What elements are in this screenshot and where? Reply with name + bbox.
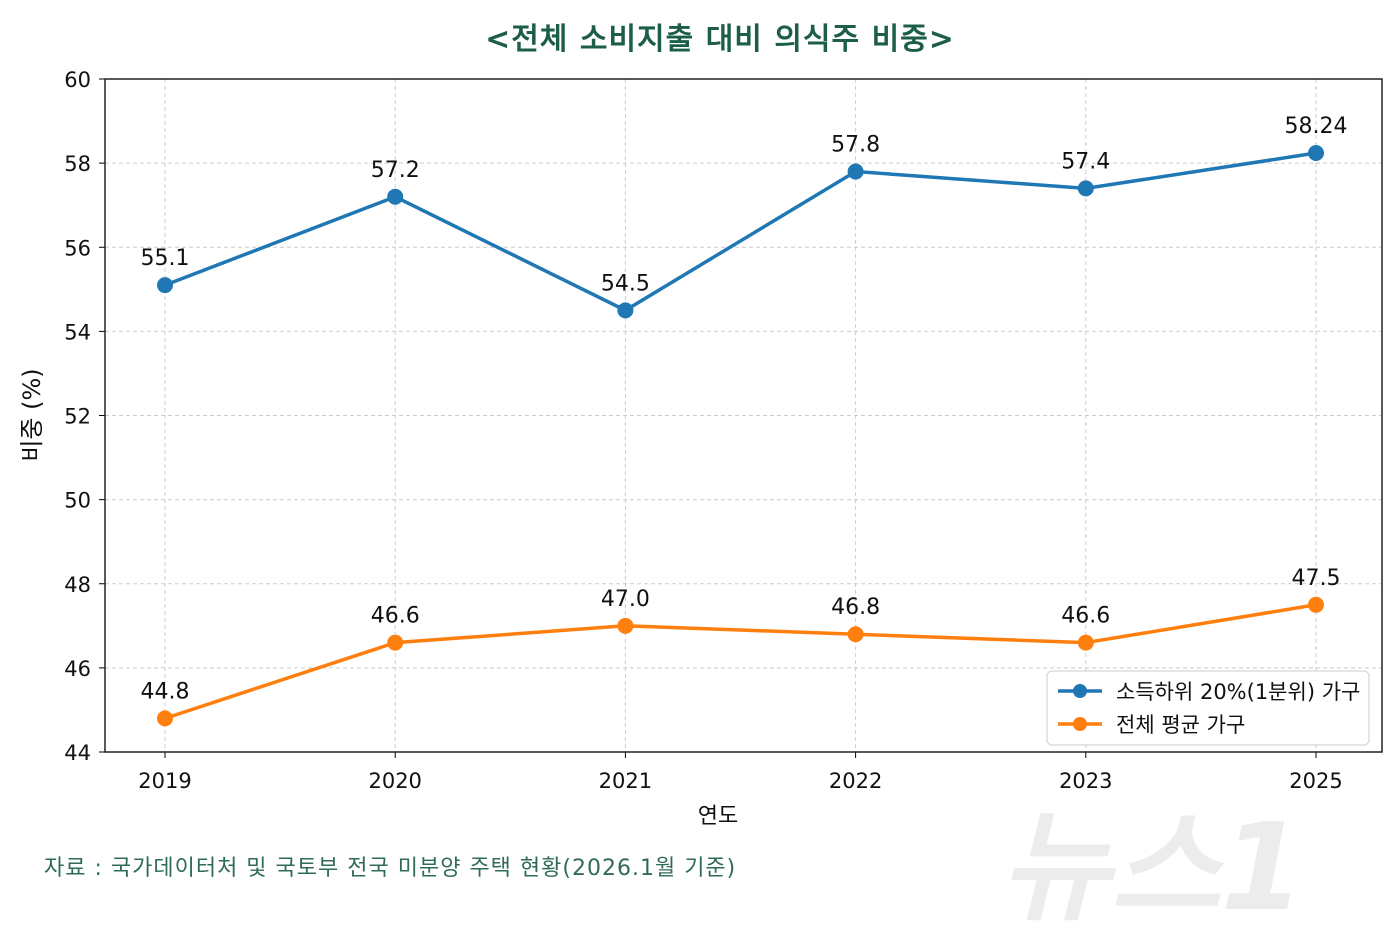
legend-marker <box>1073 684 1087 698</box>
y-tick-label: 60 <box>64 68 91 92</box>
chart-title: <전체 소비지출 대비 의식주 비중> <box>485 22 955 57</box>
y-tick-label: 50 <box>64 489 91 513</box>
y-tick-label: 44 <box>64 741 91 765</box>
data-label: 55.1 <box>141 246 190 271</box>
data-point <box>617 302 634 319</box>
y-tick-label: 46 <box>64 657 91 681</box>
data-label: 46.6 <box>1061 604 1110 629</box>
data-label: 47.0 <box>601 587 650 612</box>
data-point <box>847 163 864 180</box>
legend-box <box>1046 670 1370 746</box>
legend-label: 소득하위 20%(1분위) 가구 <box>1116 680 1360 704</box>
data-point <box>1077 634 1094 651</box>
data-label: 58.24 <box>1285 114 1348 139</box>
data-point <box>157 710 173 727</box>
y-axis-label: 비중 (%) <box>18 368 46 461</box>
series-line-1 <box>164 603 1317 721</box>
data-label: 54.5 <box>601 271 650 296</box>
data-point <box>387 188 404 205</box>
plot-frame <box>104 78 1383 753</box>
data-point <box>157 277 173 294</box>
x-axis-label: 연도 <box>698 804 738 829</box>
legend-label: 전체 평균 가구 <box>1116 713 1245 737</box>
data-label: 47.5 <box>1292 566 1341 591</box>
data-label: 57.4 <box>1061 149 1110 174</box>
series-line-0 <box>164 151 1317 313</box>
data-point <box>1308 596 1324 613</box>
data-point <box>1077 180 1094 197</box>
x-tick-label: 2020 <box>368 769 421 793</box>
y-tick-label: 58 <box>64 152 91 176</box>
data-label: 57.2 <box>371 158 420 183</box>
x-tick-label: 2023 <box>1059 769 1112 793</box>
source-note: 자료 : 국가데이터처 및 국토부 전국 미분양 주택 현황(2026.1월 기… <box>44 856 737 881</box>
data-label: 44.8 <box>141 679 190 704</box>
data-label: 46.6 <box>371 604 420 629</box>
data-point <box>617 617 634 634</box>
data-point <box>1308 145 1324 162</box>
legend-marker <box>1073 717 1087 731</box>
data-label: 46.8 <box>831 595 880 620</box>
data-point <box>387 634 404 651</box>
x-tick-label: 2019 <box>138 769 191 793</box>
x-tick-label: 2021 <box>599 769 652 793</box>
y-tick-label: 48 <box>64 573 91 597</box>
data-point <box>847 626 864 643</box>
y-tick-label: 56 <box>64 236 91 260</box>
x-tick-label: 2025 <box>1289 769 1342 793</box>
watermark-logo: 뉴스1 <box>1000 799 1305 938</box>
y-tick-label: 52 <box>64 405 91 429</box>
y-tick-label: 54 <box>64 320 91 344</box>
data-label: 57.8 <box>831 133 880 158</box>
x-tick-label: 2022 <box>829 769 882 793</box>
